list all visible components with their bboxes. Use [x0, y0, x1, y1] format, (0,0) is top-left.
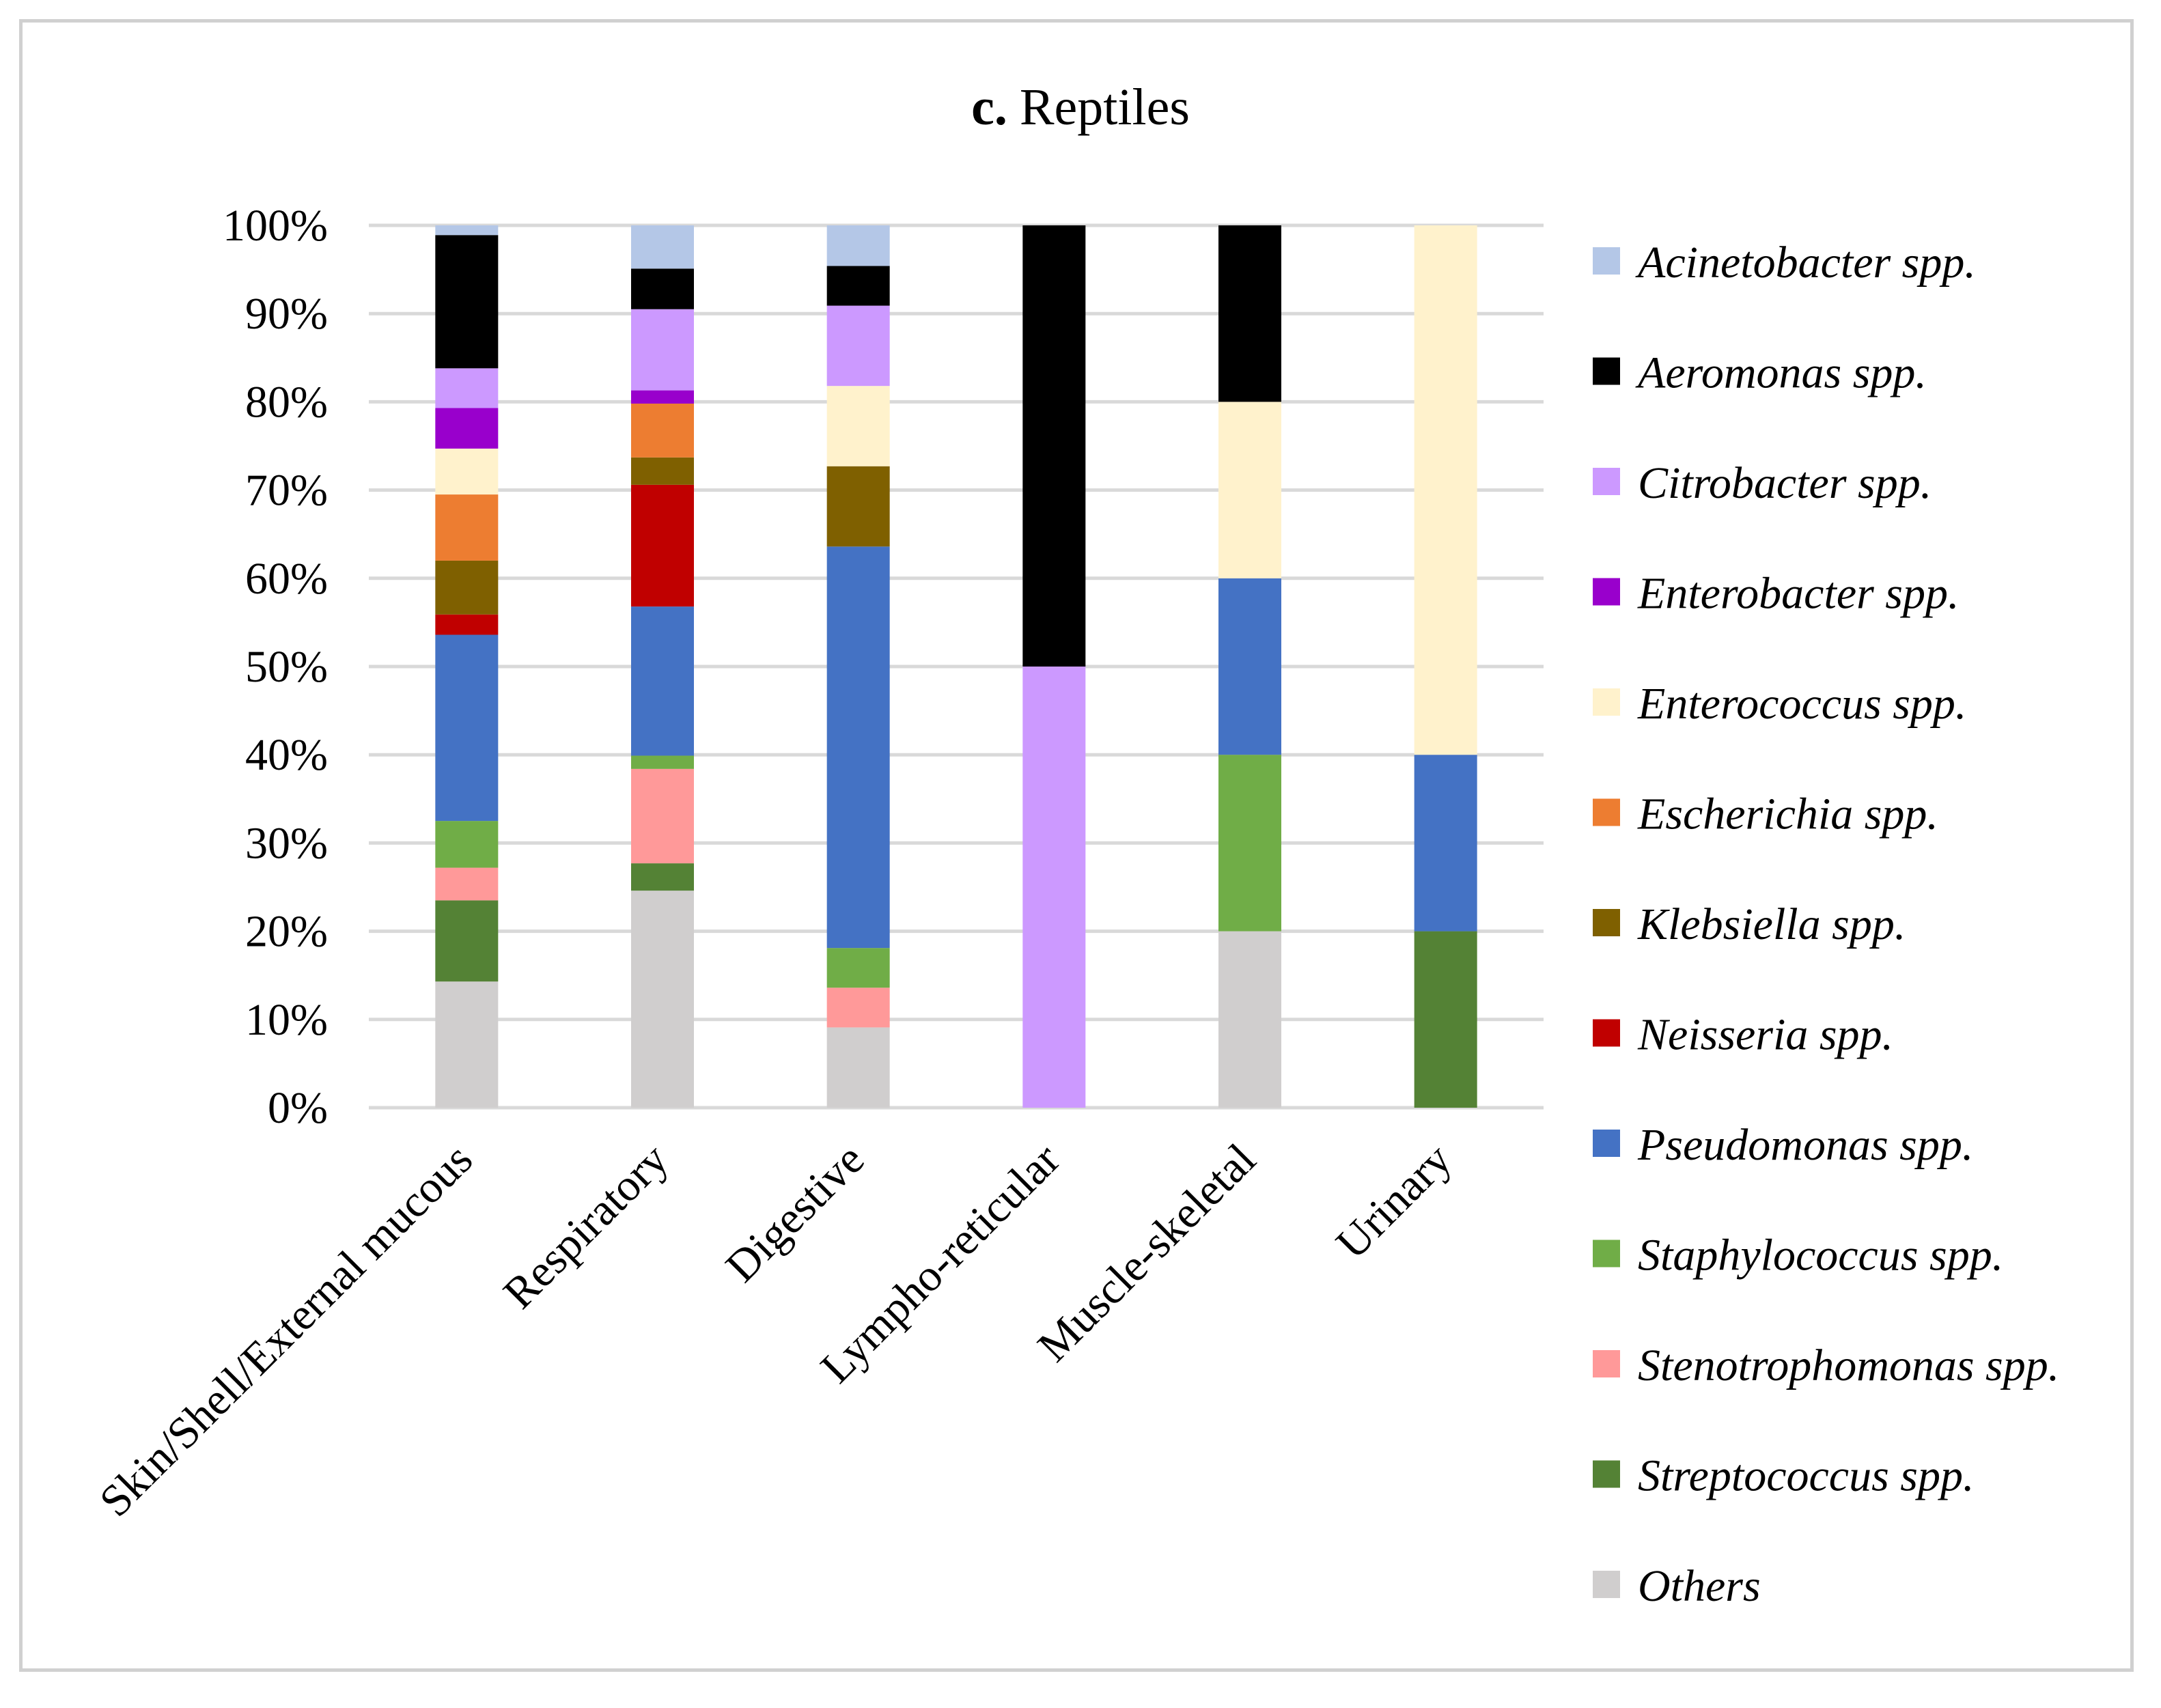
- bar-segment-acinetobacter-spp: [631, 225, 694, 269]
- bar-segment-citrobacter-spp: [1022, 667, 1086, 1108]
- x-axis-categories: Skin/Shell/External mucous Respiratory Dig…: [90, 1134, 1461, 1526]
- bar-segment-streptococcus-spp: [631, 863, 694, 891]
- y-tick-label: 80%: [245, 377, 328, 427]
- legend-label-pseudomonas-spp: Pseudomonas spp.: [1637, 1120, 1973, 1170]
- gridlines: [369, 223, 1544, 1110]
- x-tick-label: Digestive: [716, 1134, 874, 1291]
- bar-segment-stenotrophomonas-spp: [435, 867, 499, 901]
- legend-label-enterobacter-spp: Enterobacter spp.: [1637, 569, 1959, 619]
- legend-swatch-enterococcus-spp: [1593, 688, 1620, 716]
- bar-segment-staphylococcus-spp: [826, 948, 890, 988]
- bar-segment-acinetobacter-spp: [826, 225, 890, 266]
- bar-segment-neisseria-spp: [435, 614, 499, 635]
- bar-segment-pseudomonas-spp: [631, 606, 694, 756]
- y-tick-label: 20%: [245, 907, 328, 957]
- bar-segment-escherichia-spp: [435, 494, 499, 561]
- legend-label-others: Others: [1638, 1561, 1761, 1611]
- legend-label-aeromonas-spp: Aeromonas spp.: [1635, 348, 1927, 398]
- y-tick-label: 90%: [245, 289, 328, 339]
- bar-segment-aeromonas-spp: [1218, 225, 1281, 402]
- legend: Acinetobacter spp. Aeromonas spp. Citrobac…: [1593, 238, 2059, 1611]
- bar-segment-klebsiella-spp: [435, 560, 499, 615]
- bar-segment-klebsiella-spp: [826, 466, 890, 547]
- legend-swatch-citrobacter-spp: [1593, 468, 1620, 495]
- legend-label-citrobacter-spp: Citrobacter spp.: [1638, 458, 1932, 508]
- bar-segment-pseudomonas-spp: [1414, 755, 1477, 932]
- legend-swatch-pseudomonas-spp: [1593, 1130, 1620, 1157]
- legend-swatch-klebsiella-spp: [1593, 909, 1620, 936]
- legend-swatch-escherichia-spp: [1593, 798, 1620, 826]
- x-tick-label: Respiratory: [494, 1134, 678, 1318]
- bar-segment-streptococcus-spp: [435, 900, 499, 982]
- legend-label-enterococcus-spp: Enterococcus spp.: [1637, 679, 1966, 729]
- bar-segment-enterococcus-spp: [435, 448, 499, 495]
- bar-segment-staphylococcus-spp: [631, 755, 694, 769]
- y-tick-label: 50%: [245, 642, 328, 692]
- legend-swatch-staphylococcus-spp: [1593, 1240, 1620, 1268]
- chart-title: c. Reptiles: [971, 79, 1190, 136]
- x-tick-label: Urinary: [1327, 1134, 1462, 1269]
- bar-segment-aeromonas-spp: [826, 266, 890, 306]
- bar-segment-pseudomonas-spp: [826, 546, 890, 949]
- bar-segment-others: [435, 981, 499, 1108]
- y-axis-ticks: 0% 10% 20% 30% 40% 50% 60% 70% 80% 90% 100%: [223, 201, 328, 1133]
- bar-segment-staphylococcus-spp: [1218, 755, 1281, 932]
- bars: [435, 225, 1477, 1108]
- bar-segment-neisseria-spp: [631, 484, 694, 607]
- bar-segment-stenotrophomonas-spp: [631, 768, 694, 864]
- bar-segment-enterococcus-spp: [1414, 225, 1477, 755]
- legend-swatch-enterobacter-spp: [1593, 578, 1620, 606]
- legend-label-klebsiella-spp: Klebsiella spp.: [1637, 899, 1906, 949]
- bar-segment-staphylococcus-spp: [435, 821, 499, 868]
- legend-swatch-stenotrophomonas-spp: [1593, 1350, 1620, 1377]
- bar-segment-others: [1218, 931, 1281, 1108]
- y-tick-label: 70%: [245, 466, 328, 516]
- y-tick-label: 10%: [245, 995, 328, 1045]
- y-tick-label: 60%: [245, 554, 328, 604]
- bar-segment-aeromonas-spp: [631, 268, 694, 309]
- bar-segment-others: [826, 1027, 890, 1108]
- bar-segment-citrobacter-spp: [631, 309, 694, 391]
- y-tick-label: 40%: [245, 730, 328, 780]
- bar-segment-citrobacter-spp: [435, 368, 499, 408]
- y-tick-label: 30%: [245, 818, 328, 868]
- bar-segment-aeromonas-spp: [1022, 225, 1086, 667]
- bar-segment-stenotrophomonas-spp: [826, 988, 890, 1028]
- bar-segment-enterobacter-spp: [435, 408, 499, 449]
- bar-segment-acinetobacter-spp: [435, 225, 499, 236]
- bar-segment-escherichia-spp: [631, 403, 694, 458]
- x-tick-label: Skin/Shell/External mucous: [90, 1134, 482, 1526]
- bar-segment-pseudomonas-spp: [435, 634, 499, 822]
- bar-segment-enterobacter-spp: [631, 390, 694, 404]
- bar-segment-others: [631, 891, 694, 1108]
- y-tick-label: 0%: [268, 1083, 328, 1133]
- bar-segment-enterococcus-spp: [1218, 402, 1281, 578]
- chart-title-text: Reptiles: [1020, 79, 1190, 136]
- y-tick-label: 100%: [223, 201, 328, 251]
- legend-swatch-aeromonas-spp: [1593, 357, 1620, 385]
- legend-label-staphylococcus-spp: Staphylococcus spp.: [1638, 1231, 2003, 1280]
- bar-segment-klebsiella-spp: [631, 457, 694, 485]
- bar-segment-enterococcus-spp: [826, 386, 890, 466]
- legend-label-streptococcus-spp: Streptococcus spp.: [1638, 1451, 1974, 1501]
- legend-label-stenotrophomonas-spp: Stenotrophomonas spp.: [1638, 1341, 2059, 1390]
- bar-segment-pseudomonas-spp: [1218, 578, 1281, 755]
- legend-swatch-neisseria-spp: [1593, 1019, 1620, 1047]
- bar-segment-citrobacter-spp: [826, 305, 890, 387]
- legend-label-neisseria-spp: Neisseria spp.: [1637, 1010, 1893, 1060]
- legend-swatch-others: [1593, 1571, 1620, 1598]
- legend-label-acinetobacter-spp: Acinetobacter spp.: [1635, 238, 1976, 288]
- legend-swatch-streptococcus-spp: [1593, 1460, 1620, 1488]
- bar-segment-aeromonas-spp: [435, 235, 499, 369]
- legend-label-escherichia-spp: Escherichia spp.: [1637, 789, 1938, 839]
- chart-title-prefix: c.: [971, 79, 1007, 136]
- legend-swatch-acinetobacter-spp: [1593, 247, 1620, 275]
- bar-segment-streptococcus-spp: [1414, 931, 1477, 1108]
